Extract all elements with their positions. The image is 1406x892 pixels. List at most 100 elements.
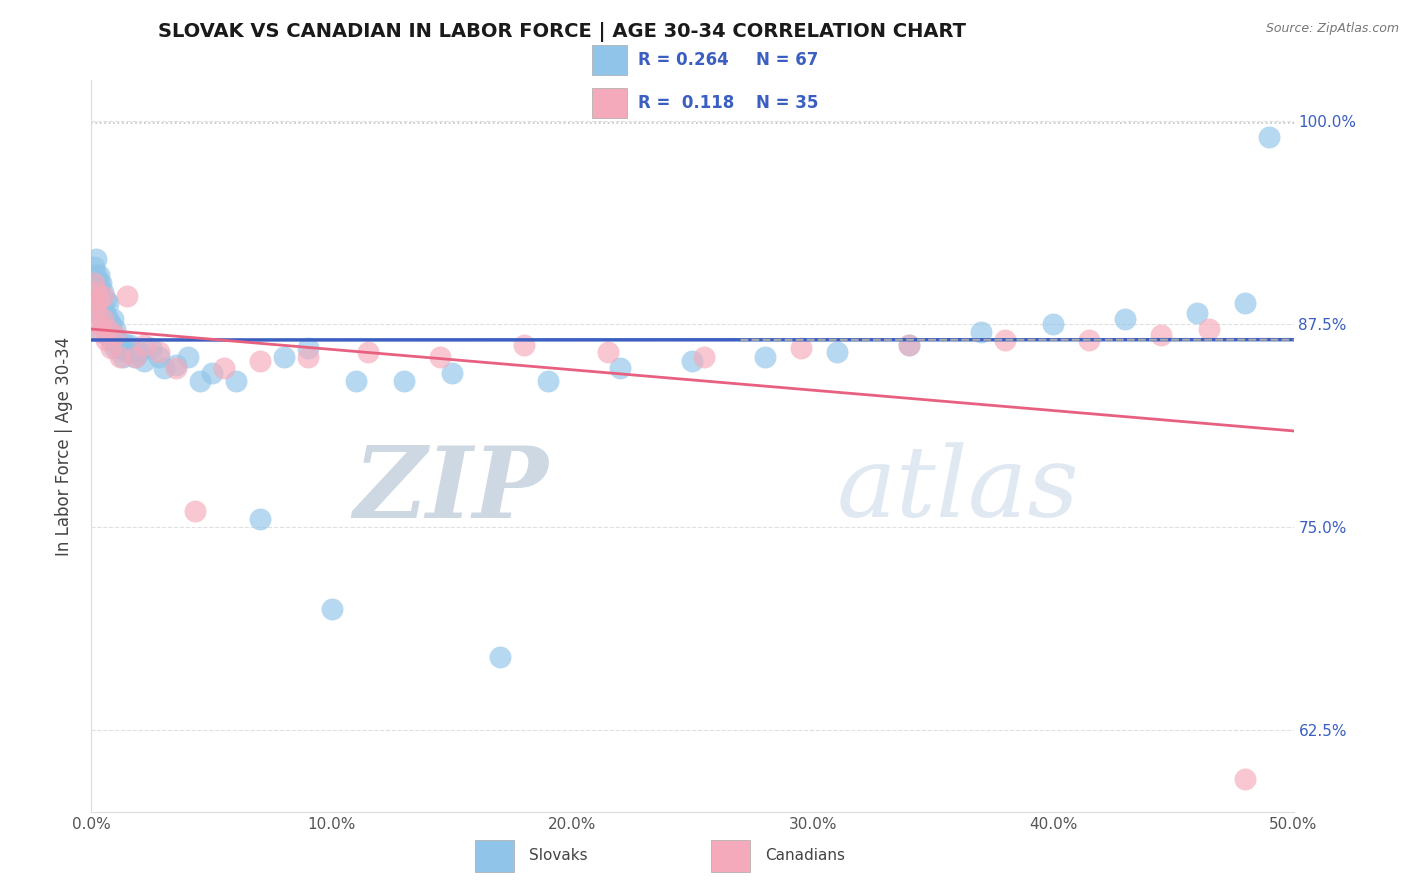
Point bbox=[84, 252, 107, 266]
Point bbox=[165, 361, 187, 376]
Text: R =  0.118: R = 0.118 bbox=[638, 95, 734, 112]
Point bbox=[201, 366, 224, 380]
Point bbox=[537, 374, 560, 388]
Point bbox=[297, 350, 319, 364]
Point bbox=[87, 277, 110, 291]
Point bbox=[297, 342, 319, 356]
Text: Source: ZipAtlas.com: Source: ZipAtlas.com bbox=[1265, 22, 1399, 36]
Point bbox=[489, 650, 512, 665]
Point bbox=[440, 366, 463, 380]
Text: SLOVAK VS CANADIAN IN LABOR FORCE | AGE 30-34 CORRELATION CHART: SLOVAK VS CANADIAN IN LABOR FORCE | AGE … bbox=[159, 22, 966, 42]
Point bbox=[87, 293, 110, 307]
Point bbox=[124, 350, 146, 364]
Point bbox=[84, 293, 107, 307]
Point bbox=[107, 334, 129, 348]
Text: Canadians: Canadians bbox=[765, 848, 845, 863]
Point bbox=[681, 354, 703, 368]
Point bbox=[1234, 296, 1257, 310]
Point bbox=[114, 336, 136, 351]
Point bbox=[184, 504, 207, 518]
Point bbox=[825, 344, 848, 359]
Point bbox=[93, 289, 115, 303]
Point bbox=[90, 293, 112, 307]
Point bbox=[104, 322, 127, 336]
Point bbox=[84, 285, 107, 299]
Point bbox=[1187, 306, 1209, 320]
Text: ZIP: ZIP bbox=[353, 442, 548, 538]
Point bbox=[84, 268, 107, 283]
Point bbox=[357, 344, 380, 359]
Point bbox=[83, 277, 105, 291]
Point bbox=[104, 342, 127, 356]
Point bbox=[1042, 317, 1064, 331]
Point bbox=[117, 289, 139, 303]
Point bbox=[100, 334, 122, 348]
Y-axis label: In Labor Force | Age 30-34: In Labor Force | Age 30-34 bbox=[55, 336, 73, 556]
Point bbox=[94, 293, 117, 307]
Point bbox=[134, 354, 156, 368]
Point bbox=[83, 285, 105, 299]
Point bbox=[273, 350, 295, 364]
Point bbox=[152, 361, 174, 376]
Point bbox=[104, 328, 127, 343]
Point bbox=[598, 344, 620, 359]
Point bbox=[84, 306, 107, 320]
Point bbox=[93, 317, 115, 331]
Point bbox=[110, 350, 132, 364]
Text: N = 67: N = 67 bbox=[756, 51, 818, 69]
Point bbox=[117, 344, 139, 359]
Point bbox=[165, 358, 187, 372]
Point bbox=[100, 317, 122, 331]
Point bbox=[83, 260, 105, 275]
Point bbox=[212, 361, 235, 376]
Point bbox=[609, 361, 631, 376]
Point bbox=[110, 342, 132, 356]
Text: N = 35: N = 35 bbox=[756, 95, 818, 112]
Point bbox=[392, 374, 415, 388]
Point bbox=[1234, 772, 1257, 787]
Point bbox=[897, 338, 920, 352]
Point bbox=[94, 309, 117, 323]
Point bbox=[83, 277, 105, 291]
Point bbox=[90, 325, 112, 339]
Point bbox=[94, 325, 117, 339]
Point bbox=[84, 277, 107, 291]
Point bbox=[101, 328, 124, 343]
Point bbox=[93, 301, 115, 315]
Point bbox=[87, 285, 110, 299]
Point bbox=[87, 317, 110, 331]
Point bbox=[1114, 312, 1136, 326]
Point bbox=[1150, 328, 1173, 343]
Point bbox=[100, 342, 122, 356]
Point bbox=[429, 350, 451, 364]
Point bbox=[249, 354, 271, 368]
Point bbox=[83, 296, 105, 310]
Point bbox=[148, 350, 170, 364]
Point bbox=[148, 344, 170, 359]
Point bbox=[97, 296, 120, 310]
Point bbox=[321, 601, 343, 615]
Point bbox=[344, 374, 367, 388]
Point bbox=[97, 325, 120, 339]
Point bbox=[87, 268, 110, 283]
Point bbox=[176, 350, 198, 364]
Point bbox=[693, 350, 716, 364]
Point bbox=[789, 342, 811, 356]
FancyBboxPatch shape bbox=[592, 45, 627, 75]
Point bbox=[90, 325, 112, 339]
Point bbox=[225, 374, 247, 388]
Point bbox=[87, 301, 110, 315]
Point bbox=[1258, 130, 1281, 145]
Point bbox=[1078, 334, 1101, 348]
Text: Slovaks: Slovaks bbox=[529, 848, 588, 863]
Point bbox=[897, 338, 920, 352]
Point bbox=[97, 312, 120, 326]
Point bbox=[1198, 322, 1220, 336]
Point bbox=[111, 350, 134, 364]
Point bbox=[118, 338, 141, 352]
Point bbox=[101, 312, 124, 326]
Point bbox=[128, 344, 150, 359]
FancyBboxPatch shape bbox=[710, 840, 751, 871]
Text: R = 0.264: R = 0.264 bbox=[638, 51, 730, 69]
Point bbox=[134, 338, 156, 352]
